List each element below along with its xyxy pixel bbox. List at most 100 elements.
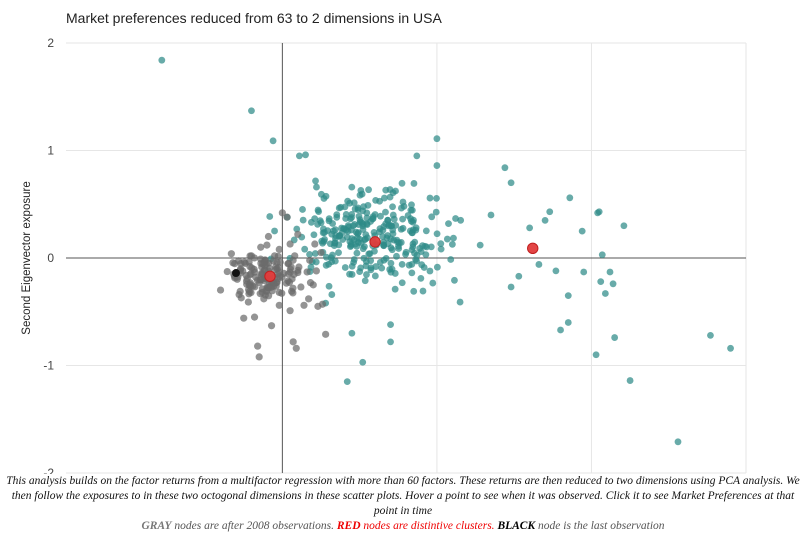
teal-point[interactable] (417, 274, 425, 282)
gray-point[interactable] (278, 289, 286, 297)
teal-point[interactable] (348, 329, 356, 337)
red-cluster-point[interactable] (369, 236, 381, 248)
teal-point[interactable] (377, 212, 384, 220)
teal-point[interactable] (314, 206, 322, 214)
gray-point[interactable] (250, 265, 258, 273)
teal-point[interactable] (611, 334, 619, 341)
teal-point[interactable] (362, 258, 370, 265)
gray-point[interactable] (250, 313, 259, 321)
teal-point[interactable] (371, 272, 379, 280)
teal-point[interactable] (332, 232, 340, 240)
teal-point[interactable] (337, 203, 345, 211)
teal-point[interactable] (353, 249, 361, 257)
teal-point[interactable] (348, 262, 356, 270)
teal-point[interactable] (408, 201, 415, 209)
gray-point[interactable] (237, 294, 245, 302)
gray-point[interactable] (274, 252, 282, 260)
teal-point[interactable] (347, 243, 354, 251)
teal-point[interactable] (341, 264, 349, 271)
gray-point[interactable] (303, 268, 311, 276)
gray-point[interactable] (283, 213, 291, 221)
teal-point[interactable] (376, 225, 384, 233)
teal-point[interactable] (388, 246, 396, 254)
gray-point[interactable] (322, 330, 330, 338)
teal-point[interactable] (372, 196, 380, 204)
gray-point[interactable] (306, 256, 314, 264)
teal-point[interactable] (335, 249, 342, 256)
gray-point[interactable] (264, 232, 273, 241)
teal-point[interactable] (443, 235, 451, 243)
gray-point[interactable] (287, 263, 295, 271)
teal-point[interactable] (410, 180, 418, 187)
teal-point[interactable] (541, 216, 549, 224)
teal-point[interactable] (299, 216, 307, 224)
teal-point[interactable] (398, 279, 406, 287)
teal-point[interactable] (437, 245, 445, 253)
gray-point[interactable] (274, 275, 282, 283)
teal-point[interactable] (407, 206, 415, 214)
teal-point[interactable] (476, 241, 484, 249)
teal-point[interactable] (351, 205, 359, 213)
teal-point[interactable] (323, 253, 330, 261)
teal-point[interactable] (348, 214, 355, 221)
teal-point[interactable] (365, 186, 372, 194)
teal-point[interactable] (409, 243, 417, 251)
teal-point[interactable] (329, 220, 336, 227)
gray-point[interactable] (231, 260, 239, 268)
teal-point[interactable] (383, 234, 391, 242)
teal-point[interactable] (384, 216, 392, 224)
teal-point[interactable] (333, 211, 341, 219)
teal-point[interactable] (452, 215, 459, 222)
gray-point[interactable] (275, 245, 283, 253)
gray-point[interactable] (254, 342, 262, 350)
teal-point[interactable] (707, 332, 714, 339)
gray-point[interactable] (286, 240, 294, 248)
teal-point[interactable] (428, 213, 436, 221)
teal-point[interactable] (515, 272, 523, 280)
teal-point[interactable] (448, 240, 456, 248)
teal-point[interactable] (501, 164, 509, 172)
teal-point[interactable] (399, 224, 407, 232)
teal-point[interactable] (360, 203, 367, 211)
gray-point[interactable] (289, 289, 297, 297)
teal-point[interactable] (392, 222, 400, 229)
gray-point[interactable] (256, 290, 264, 298)
teal-point[interactable] (385, 222, 392, 230)
teal-point[interactable] (364, 234, 371, 242)
teal-point[interactable] (348, 183, 356, 191)
teal-point[interactable] (422, 251, 430, 259)
teal-point[interactable] (597, 278, 605, 286)
red-cluster-point[interactable] (264, 270, 276, 282)
teal-point[interactable] (546, 208, 554, 216)
teal-point[interactable] (595, 208, 603, 216)
teal-point[interactable] (299, 206, 306, 213)
gray-point[interactable] (311, 240, 319, 248)
gray-point[interactable] (312, 267, 320, 275)
gray-point[interactable] (263, 241, 271, 249)
teal-point[interactable] (601, 290, 609, 297)
teal-point[interactable] (366, 250, 374, 258)
teal-point[interactable] (328, 291, 336, 298)
teal-point[interactable] (386, 193, 394, 201)
teal-point[interactable] (342, 215, 350, 222)
gray-point[interactable] (300, 301, 308, 309)
teal-point[interactable] (306, 250, 313, 258)
teal-point[interactable] (552, 267, 560, 275)
teal-point[interactable] (386, 266, 394, 273)
gray-point[interactable] (223, 267, 231, 276)
teal-point[interactable] (433, 263, 441, 271)
gray-point[interactable] (239, 267, 247, 275)
gray-point[interactable] (289, 338, 297, 346)
teal-point[interactable] (367, 264, 375, 272)
teal-point[interactable] (398, 260, 406, 268)
teal-point[interactable] (371, 211, 379, 218)
teal-point[interactable] (429, 279, 437, 287)
gray-point[interactable] (240, 314, 248, 322)
teal-point[interactable] (346, 270, 353, 278)
teal-point[interactable] (382, 208, 389, 216)
gray-point[interactable] (260, 258, 269, 266)
teal-point[interactable] (311, 215, 319, 223)
teal-point[interactable] (343, 233, 351, 241)
teal-point[interactable] (266, 213, 274, 220)
teal-point[interactable] (392, 187, 399, 195)
